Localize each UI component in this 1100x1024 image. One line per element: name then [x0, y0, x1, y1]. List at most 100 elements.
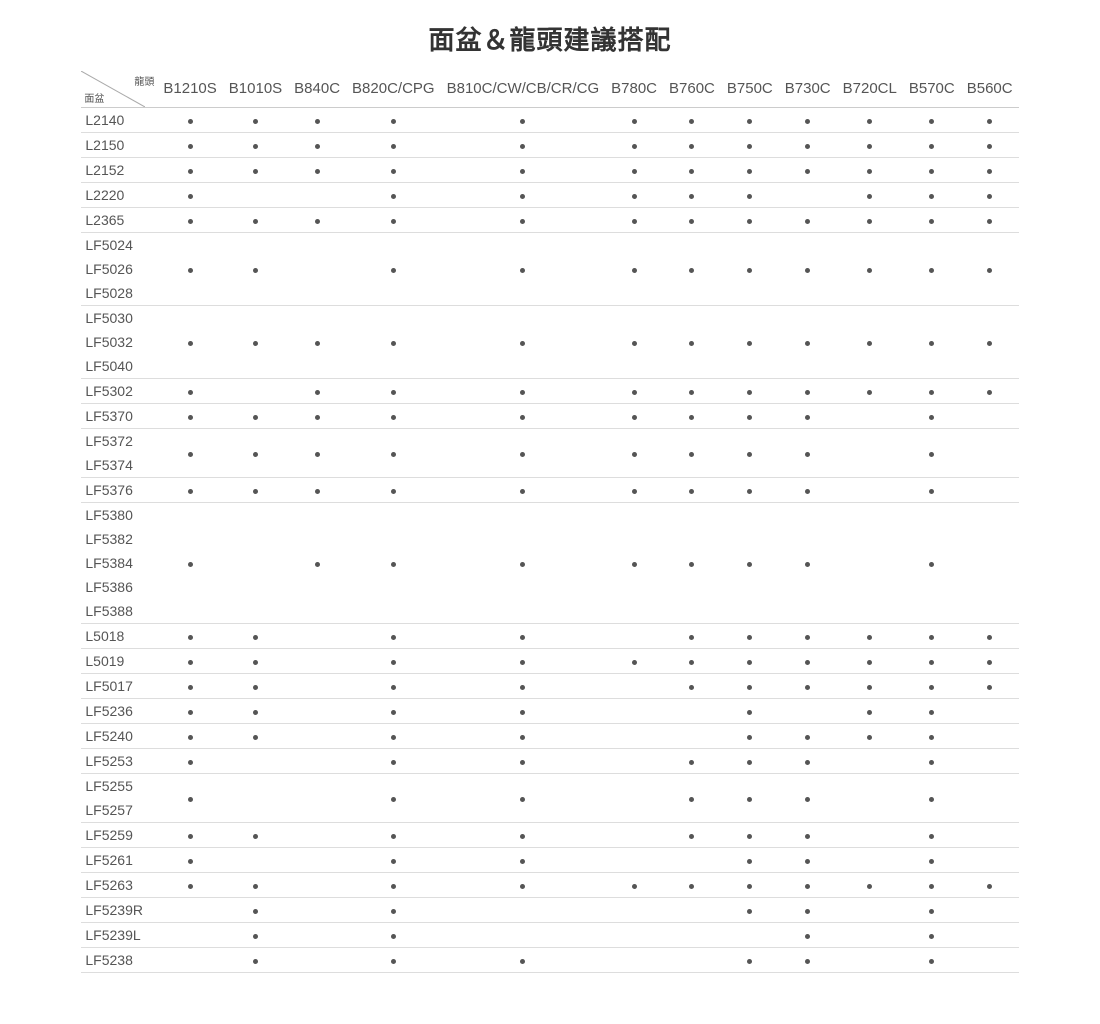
table-row: LF5263 [81, 873, 1018, 898]
dot-icon [929, 635, 934, 640]
compatibility-cell [721, 724, 779, 749]
dot-icon [689, 341, 694, 346]
dot-icon [805, 489, 810, 494]
dot-icon [520, 144, 525, 149]
compatibility-cell [441, 774, 606, 823]
row-header: LF5384 [81, 551, 157, 575]
dot-icon [188, 859, 193, 864]
dot-icon [520, 959, 525, 964]
compatibility-cell [441, 649, 606, 674]
compatibility-cell [288, 233, 346, 306]
dot-icon [867, 119, 872, 124]
dot-icon [929, 660, 934, 665]
compatibility-cell [663, 306, 721, 379]
compatibility-cell [157, 306, 222, 379]
dot-icon [315, 169, 320, 174]
dot-icon [632, 415, 637, 420]
compatibility-cell [346, 429, 441, 478]
compatibility-cell [288, 923, 346, 948]
dot-icon [520, 194, 525, 199]
dot-icon [689, 194, 694, 199]
dot-icon [747, 341, 752, 346]
compatibility-cell [961, 724, 1019, 749]
column-header: B1210S [157, 71, 222, 108]
compatibility-cell [779, 233, 837, 306]
dot-icon [520, 735, 525, 740]
compatibility-cell [346, 306, 441, 379]
dot-icon [805, 735, 810, 740]
compatibility-cell [605, 478, 663, 503]
dot-icon [689, 797, 694, 802]
dot-icon [188, 144, 193, 149]
compatibility-cell [837, 158, 903, 183]
compatibility-cell [223, 848, 288, 873]
compatibility-cell [663, 108, 721, 133]
dot-icon [315, 562, 320, 567]
compatibility-cell [605, 624, 663, 649]
compatibility-cell [721, 774, 779, 823]
dot-icon [747, 660, 752, 665]
compatibility-cell [223, 948, 288, 973]
dot-icon [747, 144, 752, 149]
compatibility-cell [288, 379, 346, 404]
table-row: L2365 [81, 208, 1018, 233]
column-header: B1010S [223, 71, 288, 108]
dot-icon [520, 685, 525, 690]
dot-icon [253, 415, 258, 420]
compatibility-cell [441, 624, 606, 649]
compatibility-cell [223, 674, 288, 699]
dot-icon [805, 834, 810, 839]
compatibility-cell [961, 948, 1019, 973]
corner-bottom-label: 面盆 [84, 90, 104, 105]
dot-icon [747, 859, 752, 864]
dot-icon [987, 119, 992, 124]
compatibility-cell [605, 306, 663, 379]
compatibility-cell [223, 624, 288, 649]
compatibility-cell [721, 503, 779, 624]
dot-icon [689, 219, 694, 224]
row-header: L5019 [81, 649, 157, 674]
table-row: L2150 [81, 133, 1018, 158]
dot-icon [867, 660, 872, 665]
compatibility-cell [346, 873, 441, 898]
compatibility-cell [157, 898, 222, 923]
compatibility-cell [903, 233, 961, 306]
compatibility-cell [663, 948, 721, 973]
compatibility-cell [157, 503, 222, 624]
compatibility-cell [288, 624, 346, 649]
compatibility-cell [961, 478, 1019, 503]
compatibility-cell [663, 823, 721, 848]
compatibility-cell [721, 823, 779, 848]
row-header: LF5239L [81, 923, 157, 948]
dot-icon [805, 909, 810, 914]
compatibility-cell [961, 923, 1019, 948]
compatibility-cell [288, 873, 346, 898]
dot-icon [391, 119, 396, 124]
compatibility-cell [605, 108, 663, 133]
dot-icon [929, 834, 934, 839]
row-header: L2150 [81, 133, 157, 158]
compatibility-cell [663, 183, 721, 208]
dot-icon [867, 268, 872, 273]
compatibility-cell [346, 848, 441, 873]
compatibility-cell [605, 823, 663, 848]
compatibility-cell [288, 948, 346, 973]
dot-icon [632, 341, 637, 346]
compatibility-cell [903, 183, 961, 208]
compatibility-cell [663, 624, 721, 649]
compatibility-cell [605, 208, 663, 233]
compatibility-cell [288, 108, 346, 133]
dot-icon [689, 415, 694, 420]
dot-icon [929, 489, 934, 494]
dot-icon [867, 735, 872, 740]
compatibility-cell [779, 699, 837, 724]
compatibility-cell [837, 306, 903, 379]
table-row: L2220 [81, 183, 1018, 208]
compatibility-cell [605, 848, 663, 873]
compatibility-cell [288, 503, 346, 624]
dot-icon [929, 685, 934, 690]
compatibility-cell [663, 724, 721, 749]
dot-icon [805, 760, 810, 765]
compatibility-cell [837, 503, 903, 624]
dot-icon [929, 341, 934, 346]
